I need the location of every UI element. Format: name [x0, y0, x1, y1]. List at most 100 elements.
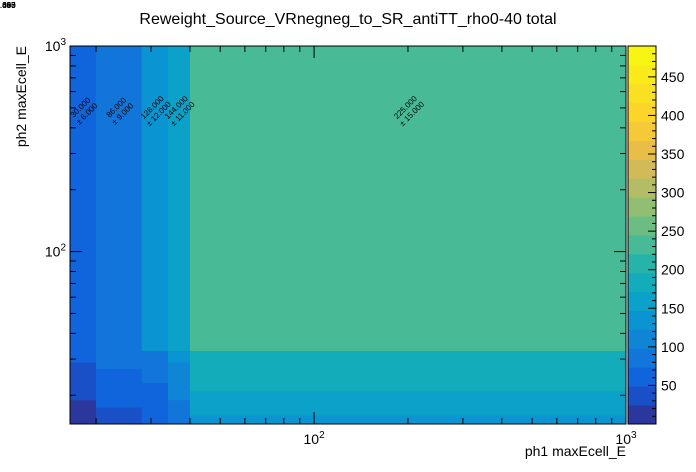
heatmap-cell: [141, 375, 169, 384]
tick-label: 103: [45, 37, 67, 54]
colorbar-band: [628, 159, 656, 179]
colorbar-tick-label: 100: [661, 339, 685, 355]
cell-value: 428.000: [0, 0, 15, 1]
axes: 102 103 102 103: [45, 37, 637, 447]
heatmap-cell: [167, 362, 191, 369]
cell-value: 164.000: [0, 0, 15, 1]
tick-label: 103: [615, 430, 637, 447]
heatmap-cell: [189, 46, 627, 351]
colorbar-band: [628, 102, 656, 122]
colorbar-band: [628, 253, 656, 274]
cell-label: 306.000± 17.493: [0, 0, 16, 10]
heatmap-cell: [189, 350, 627, 363]
cell-value: 227.000: [0, 0, 15, 1]
heatmap-cell: [96, 46, 143, 351]
cell-label: 428.000± 20.640: [0, 0, 16, 10]
heatmap-cell: [167, 415, 191, 425]
heatmap-cell: [167, 399, 191, 408]
heatmap-cell: [96, 368, 143, 376]
heatmap-cell: [167, 382, 191, 392]
colorbar-band: [628, 178, 656, 198]
colorbar-band: [628, 235, 656, 255]
cell-error: ± 21.633: [0, 1, 16, 10]
heatmap-cell: [167, 350, 191, 363]
heatmap-cell: [189, 382, 627, 392]
colorbar-band: [628, 329, 656, 349]
heatmap-cell: [70, 46, 97, 351]
plot-frame: [69, 45, 627, 425]
heatmap-cell: [70, 399, 97, 408]
heatmap-cell: [70, 368, 97, 376]
colorbar-tick-label: 50: [661, 377, 677, 393]
colorbar-band: [628, 216, 656, 236]
heatmap-cell: [167, 368, 191, 376]
heatmap-cell: [96, 390, 143, 401]
colorbar-band: [628, 405, 656, 425]
colorbar-band: [628, 348, 656, 368]
colorbar-band: [628, 64, 656, 85]
heatmap-cell: [167, 375, 191, 384]
y-axis-label: ph2 maxEcell_E: [13, 46, 29, 147]
heatmap-cell: [141, 46, 169, 351]
colorbar-band: [628, 310, 656, 330]
colorbar-band: [628, 46, 656, 66]
colorbar: 50 100 150 200 250 300 350 400 450: [627, 45, 685, 425]
cell-error: ± 17.493: [0, 1, 16, 10]
heatmap-cell: [167, 390, 191, 401]
colorbar-tick-label: 450: [661, 69, 685, 85]
heatmap-cell: [96, 415, 143, 425]
heatmap-cell: [141, 399, 169, 408]
cell-value: 304.000: [0, 0, 15, 1]
chart-title: Reweight_Source_VRnegneg_to_SR_antiTT_rh…: [139, 11, 556, 28]
colorbar-tick-label: 200: [661, 262, 685, 278]
tick-label: 102: [45, 243, 67, 260]
cell-value: 484.000: [0, 0, 15, 1]
colorbar-tick-label: 250: [661, 223, 685, 239]
heatmap-cell: [141, 415, 169, 425]
heatmap-cell: [96, 375, 143, 384]
colorbar-band: [628, 367, 656, 387]
heatmap-cell: [70, 407, 97, 416]
colorbar-band: [628, 121, 656, 141]
cell-label: 468.000± 21.633: [0, 0, 16, 10]
cell-error: ± 17.436: [0, 1, 16, 10]
heatmap-cells: [70, 46, 627, 425]
cell-label: 227.000± 15.067: [0, 0, 16, 10]
colorbar-band: [628, 197, 656, 217]
colorbar-frame: [627, 45, 657, 425]
heatmap-cell: [96, 382, 143, 392]
heatmap-cell: [167, 46, 191, 351]
colorbar-tick-label: 300: [661, 185, 685, 201]
heatmap-cell: [70, 415, 97, 425]
tick-label: 102: [304, 430, 326, 447]
colorbar-band: [628, 291, 656, 311]
cell-value: 468.000: [0, 0, 15, 1]
heatmap-cell: [141, 407, 169, 416]
x-axis-label: ph1 maxEcell_E: [525, 443, 626, 459]
cell-label: 484.000± 22.000: [0, 0, 16, 10]
heatmap-cell: [189, 368, 627, 376]
heatmap-cell: [70, 362, 97, 369]
heatmap-cell: [141, 368, 169, 376]
heatmap-cell: [96, 399, 143, 408]
heatmap-cell: [167, 407, 191, 416]
cell-error: ± 12.806: [0, 1, 16, 10]
colorbar-tick-label: 150: [661, 300, 685, 316]
cell-error: ± 22.000: [0, 1, 16, 10]
heatmap-cell: [141, 362, 169, 369]
colorbar-tick-label: 400: [661, 107, 685, 123]
heatmap-cell: [70, 382, 97, 392]
colorbar-band: [628, 83, 656, 104]
heatmap-cell: [189, 375, 627, 384]
heatmap-cell: [96, 362, 143, 369]
heatmap-cell: [70, 390, 97, 401]
cell-label: 164.000± 12.806: [0, 0, 16, 10]
cell-value: 306.000: [0, 0, 15, 1]
heatmap-cell: [141, 390, 169, 401]
colorbar-tick-label: 350: [661, 146, 685, 162]
heatmap-cell: [189, 362, 627, 369]
heatmap-cell: [189, 407, 627, 416]
heatmap-cell: [70, 350, 97, 363]
cell-error: ± 15.067: [0, 1, 16, 10]
